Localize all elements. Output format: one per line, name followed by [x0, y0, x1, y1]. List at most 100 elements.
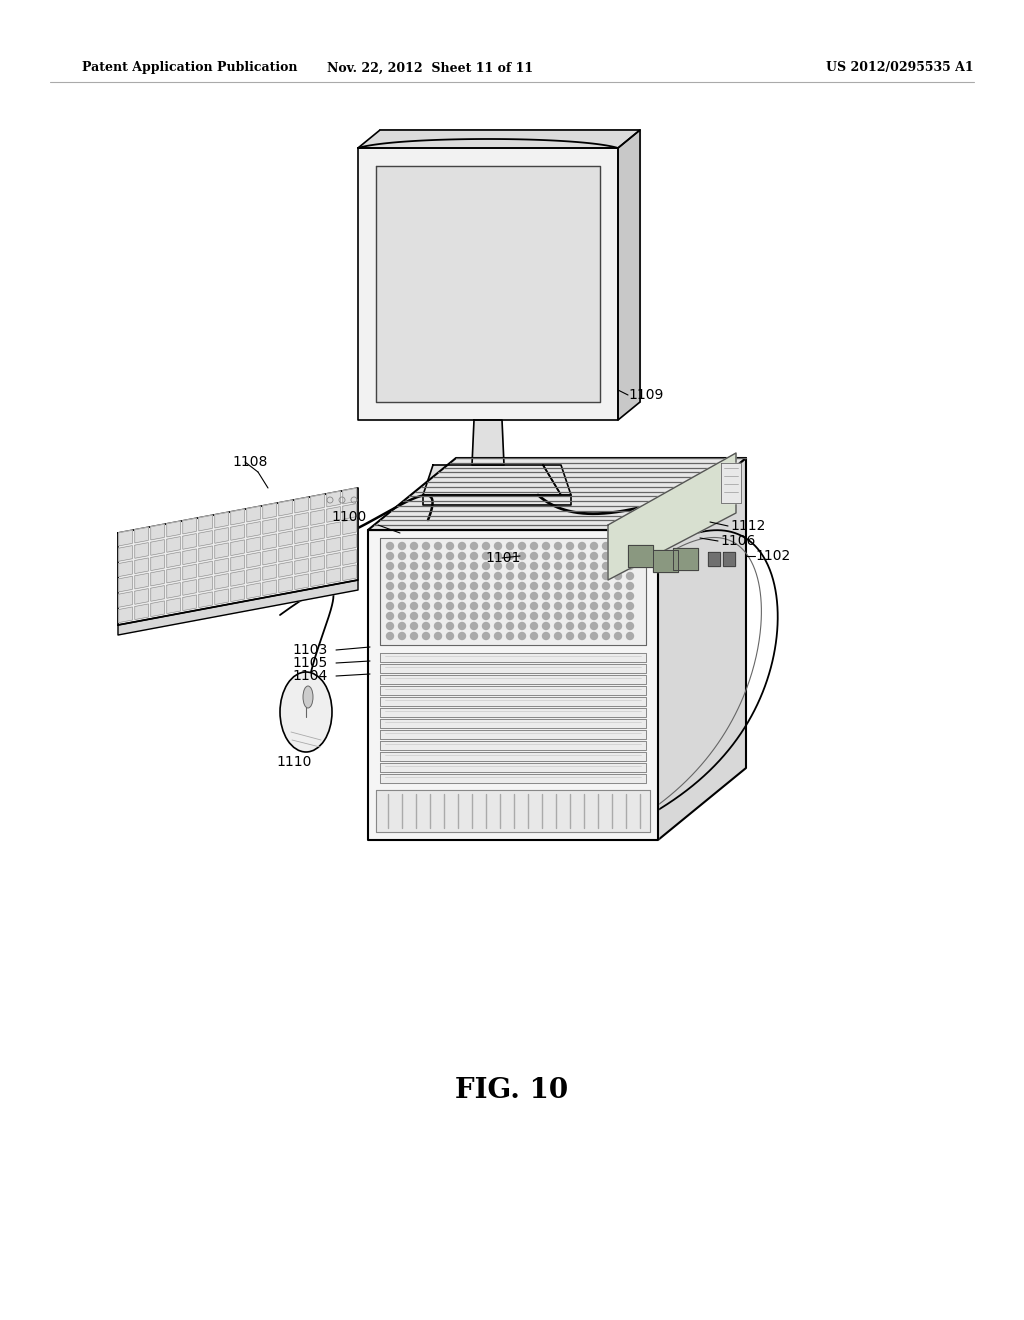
Circle shape — [446, 623, 454, 630]
Circle shape — [411, 602, 418, 610]
Circle shape — [470, 573, 477, 579]
Text: 1110: 1110 — [276, 755, 311, 770]
Circle shape — [543, 623, 550, 630]
Polygon shape — [135, 527, 148, 543]
Circle shape — [398, 623, 406, 630]
Circle shape — [530, 582, 538, 590]
Polygon shape — [368, 458, 746, 531]
Circle shape — [591, 612, 597, 619]
Circle shape — [530, 632, 538, 639]
Polygon shape — [167, 582, 180, 598]
Polygon shape — [199, 515, 212, 531]
Polygon shape — [119, 531, 132, 546]
Polygon shape — [618, 129, 640, 420]
Circle shape — [530, 562, 538, 569]
Circle shape — [507, 562, 513, 569]
Polygon shape — [380, 730, 646, 739]
Circle shape — [602, 612, 609, 619]
Polygon shape — [653, 550, 678, 572]
Text: 1105: 1105 — [293, 656, 328, 671]
Polygon shape — [343, 565, 356, 581]
Circle shape — [434, 543, 441, 549]
Polygon shape — [327, 491, 340, 507]
Circle shape — [566, 543, 573, 549]
Polygon shape — [368, 531, 658, 840]
Circle shape — [423, 562, 429, 569]
Polygon shape — [151, 540, 165, 556]
Circle shape — [591, 562, 597, 569]
Circle shape — [423, 553, 429, 560]
Text: 1100: 1100 — [332, 510, 367, 524]
Circle shape — [495, 593, 502, 599]
Circle shape — [386, 612, 393, 619]
Polygon shape — [472, 420, 504, 465]
Polygon shape — [199, 546, 212, 561]
Circle shape — [543, 543, 550, 549]
Polygon shape — [230, 540, 245, 556]
Polygon shape — [199, 591, 212, 607]
Polygon shape — [279, 546, 293, 562]
Circle shape — [423, 593, 429, 599]
Circle shape — [591, 582, 597, 590]
Polygon shape — [230, 586, 245, 602]
Circle shape — [518, 573, 525, 579]
Circle shape — [530, 573, 538, 579]
Polygon shape — [311, 556, 325, 572]
Polygon shape — [247, 568, 260, 583]
Circle shape — [507, 573, 513, 579]
Polygon shape — [167, 552, 180, 568]
Circle shape — [470, 612, 477, 619]
Polygon shape — [230, 556, 245, 570]
Circle shape — [518, 602, 525, 610]
Polygon shape — [311, 540, 325, 556]
Polygon shape — [358, 148, 618, 420]
Circle shape — [507, 612, 513, 619]
Polygon shape — [380, 664, 646, 673]
Circle shape — [411, 632, 418, 639]
Circle shape — [555, 593, 561, 599]
Circle shape — [627, 543, 634, 549]
Circle shape — [579, 612, 586, 619]
Polygon shape — [263, 503, 276, 519]
Circle shape — [398, 593, 406, 599]
Circle shape — [614, 612, 622, 619]
Polygon shape — [119, 577, 132, 591]
Circle shape — [470, 562, 477, 569]
Polygon shape — [119, 607, 132, 623]
Polygon shape — [279, 531, 293, 546]
Circle shape — [591, 623, 597, 630]
Circle shape — [579, 623, 586, 630]
Circle shape — [555, 582, 561, 590]
Polygon shape — [167, 568, 180, 583]
Text: 1106: 1106 — [720, 535, 756, 548]
Polygon shape — [119, 561, 132, 577]
Circle shape — [518, 553, 525, 560]
Polygon shape — [199, 561, 212, 577]
Circle shape — [495, 623, 502, 630]
Polygon shape — [380, 708, 646, 717]
Polygon shape — [380, 774, 646, 783]
Circle shape — [602, 562, 609, 569]
Circle shape — [507, 553, 513, 560]
Polygon shape — [199, 531, 212, 546]
Polygon shape — [380, 675, 646, 684]
Circle shape — [566, 562, 573, 569]
Circle shape — [602, 573, 609, 579]
Circle shape — [591, 543, 597, 549]
Ellipse shape — [303, 686, 313, 708]
Circle shape — [423, 543, 429, 549]
Circle shape — [386, 602, 393, 610]
Polygon shape — [151, 570, 165, 586]
Text: Nov. 22, 2012  Sheet 11 of 11: Nov. 22, 2012 Sheet 11 of 11 — [327, 62, 534, 74]
Polygon shape — [215, 543, 228, 558]
Polygon shape — [183, 595, 197, 611]
Polygon shape — [230, 510, 245, 525]
Circle shape — [459, 582, 466, 590]
Circle shape — [470, 543, 477, 549]
Circle shape — [470, 623, 477, 630]
Circle shape — [495, 612, 502, 619]
Polygon shape — [135, 543, 148, 558]
Circle shape — [627, 593, 634, 599]
Polygon shape — [263, 579, 276, 595]
Circle shape — [507, 582, 513, 590]
